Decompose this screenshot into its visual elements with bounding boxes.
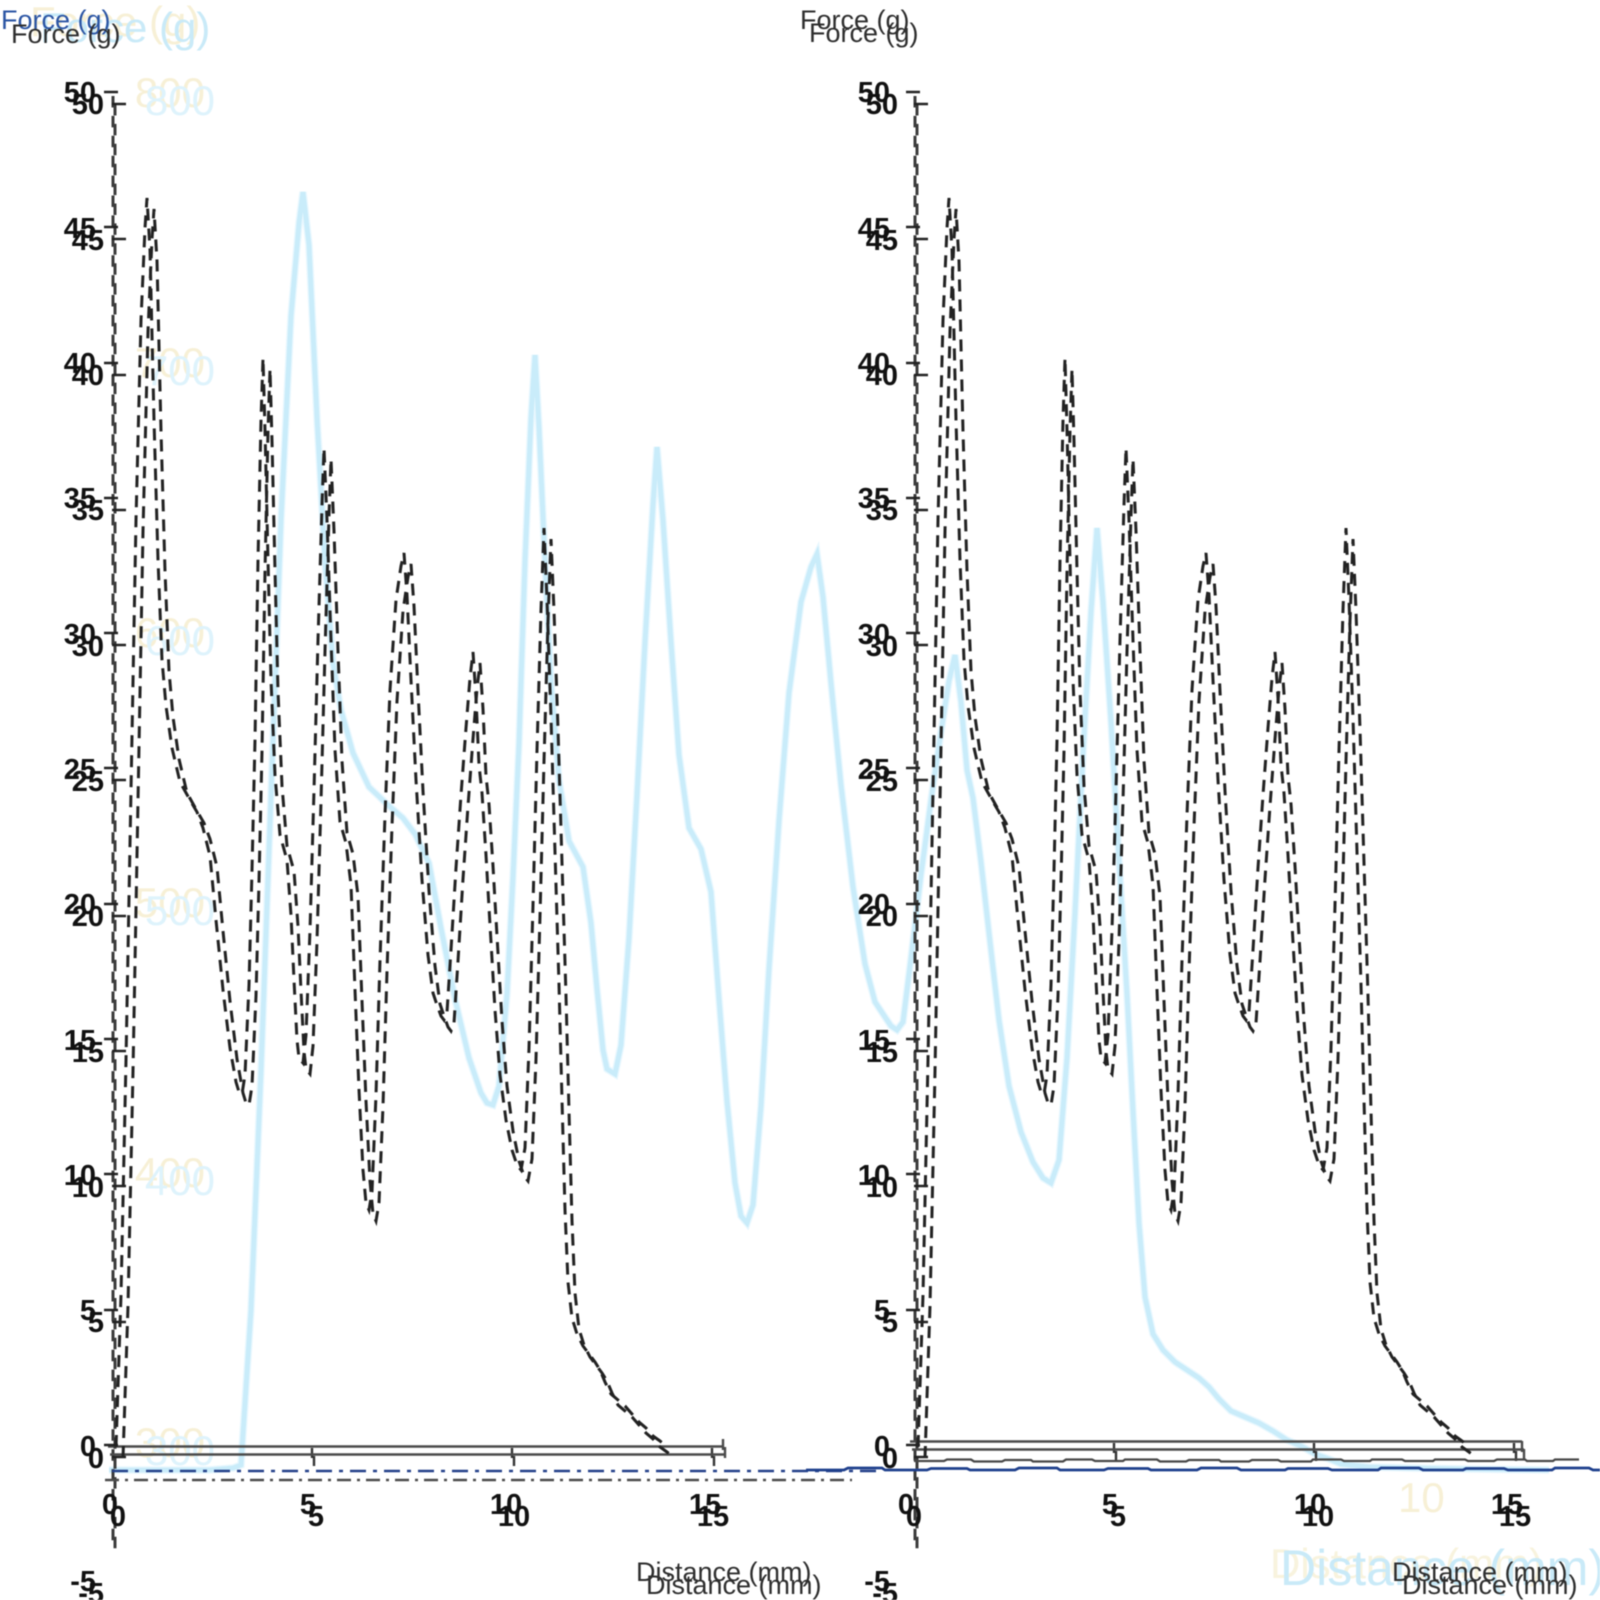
svg-text:600: 600 bbox=[135, 609, 205, 656]
svg-text:Distance (mm): Distance (mm) bbox=[1392, 1557, 1568, 1587]
svg-text:Distance (mm): Distance (mm) bbox=[636, 1557, 812, 1587]
svg-text:300: 300 bbox=[135, 1419, 205, 1466]
svg-text:Distance (mm): Distance (mm) bbox=[1280, 1540, 1600, 1596]
svg-text:600: 600 bbox=[145, 617, 215, 664]
svg-text:Distance (mm): Distance (mm) bbox=[1270, 1540, 1543, 1587]
svg-text:500: 500 bbox=[145, 887, 215, 934]
svg-text:Force (g): Force (g) bbox=[1, 5, 111, 35]
svg-text:Distance (mm): Distance (mm) bbox=[1402, 1570, 1578, 1600]
svg-text:Distance (mm): Distance (mm) bbox=[646, 1570, 822, 1600]
svg-text:700: 700 bbox=[145, 347, 215, 394]
svg-text:300: 300 bbox=[145, 1427, 215, 1474]
svg-text:800: 800 bbox=[135, 69, 205, 116]
svg-text:800: 800 bbox=[145, 77, 215, 124]
svg-text:500: 500 bbox=[135, 879, 205, 926]
svg-text:400: 400 bbox=[135, 1149, 205, 1196]
svg-text:Force (g): Force (g) bbox=[30, 0, 200, 45]
svg-text:Force (g): Force (g) bbox=[800, 5, 910, 35]
svg-text:10: 10 bbox=[1398, 1474, 1445, 1521]
svg-text:Force (g): Force (g) bbox=[809, 18, 919, 48]
svg-text:Force (g): Force (g) bbox=[40, 4, 210, 51]
svg-text:400: 400 bbox=[145, 1157, 215, 1204]
svg-text:Force (g): Force (g) bbox=[11, 19, 121, 49]
